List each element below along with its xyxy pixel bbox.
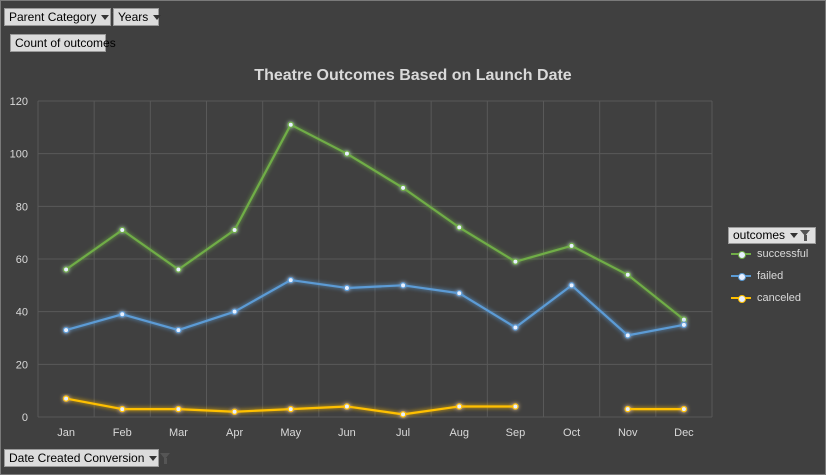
chevron-down-icon [790,233,798,238]
years-label: Years [118,10,149,24]
parent-category-label: Parent Category [9,10,97,24]
legend-item-failed[interactable]: failed [731,268,783,284]
date-created-filter-button[interactable]: Date Created Conversion [4,449,171,467]
filter-icon [800,230,811,241]
legend-outcomes-button[interactable]: outcomes [728,227,816,244]
legend-item-successful[interactable]: successful [731,246,808,262]
years-filter-button[interactable]: Years [113,8,162,26]
date-created-label: Date Created Conversion [9,451,145,465]
legend-item-canceled[interactable]: canceled [731,290,801,306]
chevron-down-icon [101,14,110,20]
legend-label: canceled [757,292,802,304]
values-field-button[interactable]: Count of outcomes [10,34,116,52]
parent-category-filter-button[interactable]: Parent Category [4,8,123,26]
values-field-label: Count of outcomes [15,36,116,50]
legend-swatch [731,249,751,259]
legend-label: successful [757,248,809,260]
chevron-down-icon [153,14,162,20]
legend-title: outcomes [733,228,786,242]
legend-swatch [731,293,751,303]
legend-swatch [731,271,751,281]
legend-label: failed [757,270,784,282]
chevron-down-icon [149,455,158,461]
